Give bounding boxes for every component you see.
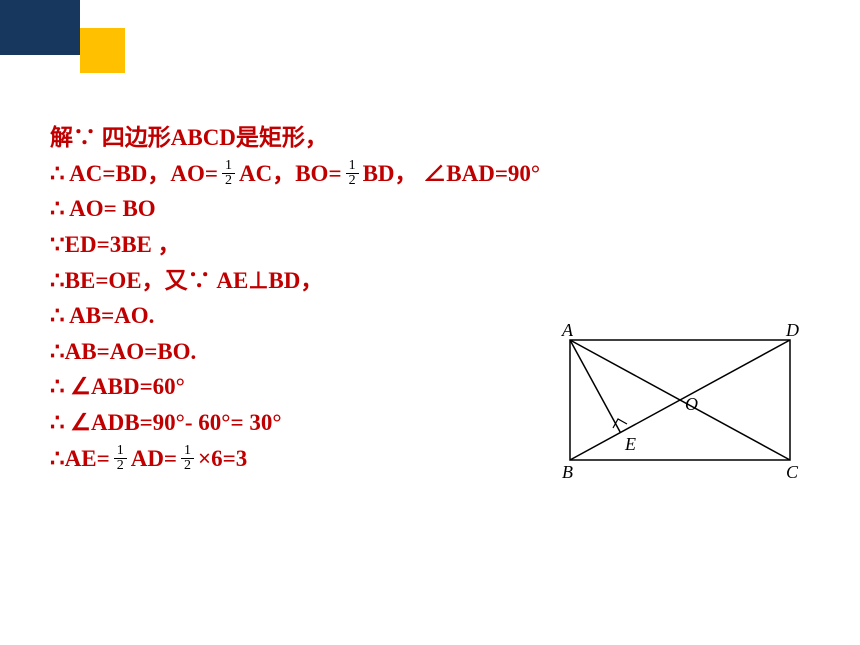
text: ∴BE=OE，又∵ AE⊥BD， [50, 263, 323, 299]
rectangle-diagram: A D B C O E [540, 320, 820, 495]
text: ∴AE= [50, 441, 110, 477]
proof-line-3: ∴ AO= BO [50, 191, 810, 227]
fraction-half: 1 2 [181, 444, 194, 473]
label-O: O [685, 394, 698, 414]
text: AC，BO= [239, 156, 342, 192]
proof-line-1: 解∵ 四边形ABCD是矩形， [50, 120, 810, 156]
text: AD= [131, 441, 177, 477]
text: ∴ ∠ABD=60° [50, 369, 185, 405]
proof-line-2: ∴ AC=BD，AO= 1 2 AC，BO= 1 2 BD， ∠BAD=90° [50, 156, 810, 192]
text: ∵ED=3BE ， [50, 227, 181, 263]
label-B: B [562, 462, 573, 482]
text: ∴ AC=BD，AO= [50, 156, 218, 192]
decor-bar-dark [0, 0, 80, 55]
label-D: D [785, 320, 799, 340]
text: ∴ ∠ADB=90°- 60°= 30° [50, 405, 282, 441]
text: ∴ AO= BO [50, 191, 156, 227]
fraction-half: 1 2 [114, 444, 127, 473]
fraction-half: 1 2 [346, 159, 359, 188]
proof-line-5: ∴BE=OE，又∵ AE⊥BD， [50, 263, 810, 299]
text: ∴AB=AO=BO. [50, 334, 196, 370]
label-E: E [624, 434, 636, 454]
decor-bar-gold [80, 28, 125, 73]
text: 解∵ 四边形ABCD是矩形， [50, 120, 328, 156]
text: ×6=3 [198, 441, 247, 477]
text: BD， ∠BAD=90° [363, 156, 541, 192]
label-C: C [786, 462, 799, 482]
label-A: A [561, 320, 574, 340]
proof-line-4: ∵ED=3BE ， [50, 227, 810, 263]
text: ∴ AB=AO. [50, 298, 154, 334]
fraction-half: 1 2 [222, 159, 235, 188]
